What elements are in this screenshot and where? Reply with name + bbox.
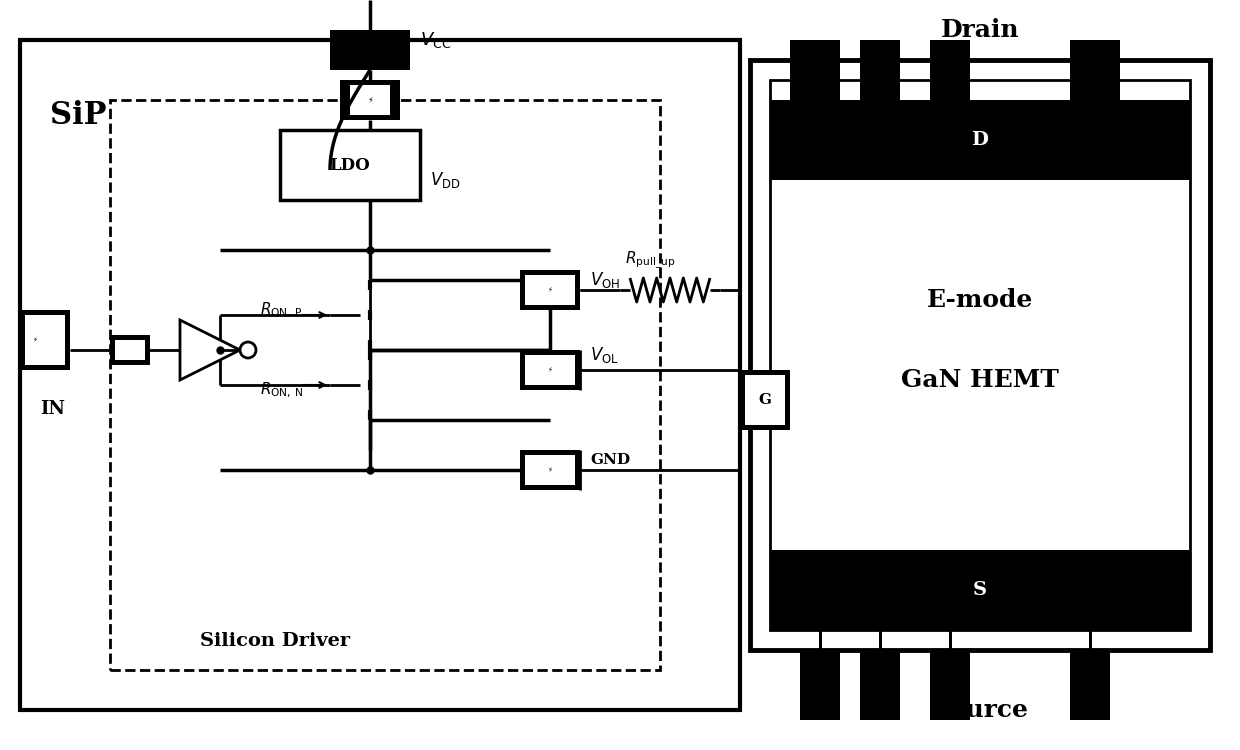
Bar <box>520 450 580 490</box>
Text: GaN HEMT: GaN HEMT <box>901 368 1059 392</box>
Polygon shape <box>180 320 241 380</box>
Text: LDO: LDO <box>330 157 371 173</box>
Bar <box>340 80 401 120</box>
Text: ⚡: ⚡ <box>367 95 373 104</box>
Text: G: G <box>759 393 771 407</box>
Bar <box>740 370 790 430</box>
Text: $R_{\mathrm{ON,\,P}}$: $R_{\mathrm{ON,\,P}}$ <box>260 300 303 320</box>
Text: SiP: SiP <box>50 100 107 131</box>
Bar <box>1070 650 1110 720</box>
Text: ⚡: ⚡ <box>32 337 37 343</box>
Bar <box>110 100 660 670</box>
Text: Drain: Drain <box>941 18 1019 42</box>
Bar <box>20 310 69 370</box>
Text: ⚡: ⚡ <box>548 467 553 473</box>
Text: Source: Source <box>931 698 1028 722</box>
Text: D: D <box>971 131 988 149</box>
Text: ⚡: ⚡ <box>548 287 553 293</box>
Text: $V_{\mathrm{CC}}$: $V_{\mathrm{CC}}$ <box>420 30 451 50</box>
Bar <box>115 340 145 360</box>
Bar <box>800 650 839 720</box>
Circle shape <box>241 342 255 358</box>
Bar <box>930 40 970 100</box>
Text: GND: GND <box>590 453 630 467</box>
Bar <box>1080 40 1120 100</box>
Bar <box>520 270 580 310</box>
Bar <box>110 335 150 365</box>
Text: S: S <box>973 581 987 599</box>
Text: IN: IN <box>40 400 64 418</box>
Bar <box>790 40 830 100</box>
Bar <box>800 40 839 100</box>
Text: E-mode: E-mode <box>926 288 1033 312</box>
Text: $V_{\mathrm{DD}}$: $V_{\mathrm{DD}}$ <box>430 170 460 190</box>
Bar <box>350 85 391 115</box>
Bar <box>861 650 900 720</box>
Text: Silicon Driver: Silicon Driver <box>200 632 350 650</box>
Bar <box>525 355 575 385</box>
Bar <box>750 60 1210 650</box>
Bar <box>25 315 64 365</box>
Text: $V_{\mathrm{OL}}$: $V_{\mathrm{OL}}$ <box>590 345 619 365</box>
Text: $V_{\mathrm{OH}}$: $V_{\mathrm{OH}}$ <box>590 270 620 290</box>
Bar <box>520 350 580 390</box>
Text: $R_{\mathrm{ON,\,N}}$: $R_{\mathrm{ON,\,N}}$ <box>260 380 303 400</box>
Bar <box>770 100 1190 180</box>
Text: ⚡: ⚡ <box>548 367 553 373</box>
Bar <box>861 40 900 100</box>
Bar <box>1070 40 1110 100</box>
Bar <box>770 550 1190 630</box>
Bar <box>770 80 1190 630</box>
Bar <box>525 455 575 485</box>
Bar <box>930 650 970 720</box>
Bar <box>745 375 785 425</box>
Text: $R_{\mathrm{pull\_up}}$: $R_{\mathrm{pull\_up}}$ <box>625 250 676 271</box>
Bar <box>525 275 575 305</box>
Bar <box>930 40 970 100</box>
Bar <box>861 40 900 100</box>
Bar <box>280 130 420 200</box>
Bar <box>330 30 410 70</box>
Bar <box>20 40 740 710</box>
